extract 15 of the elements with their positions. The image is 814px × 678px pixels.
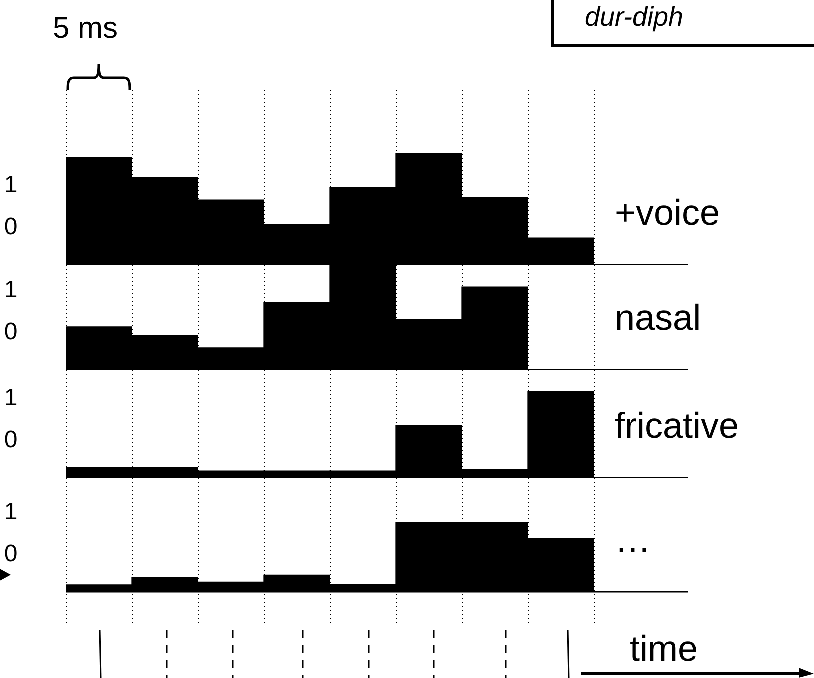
text: dur-diph <box>585 2 684 33</box>
text: 1 <box>4 384 18 412</box>
text: 0 <box>4 540 18 568</box>
series-label: +voice <box>615 192 720 233</box>
x-axis-title: time <box>630 628 698 670</box>
text: 1 <box>4 498 18 526</box>
text: 0 <box>4 214 18 241</box>
text: 0 <box>4 318 18 346</box>
text: 1 <box>4 276 18 304</box>
text: 5 ms <box>53 12 118 46</box>
text: 0 <box>4 426 18 454</box>
series-label: … <box>615 518 651 560</box>
text: 1 <box>4 172 18 199</box>
series-label: nasal <box>615 296 702 338</box>
series-label: fricative <box>615 404 740 446</box>
